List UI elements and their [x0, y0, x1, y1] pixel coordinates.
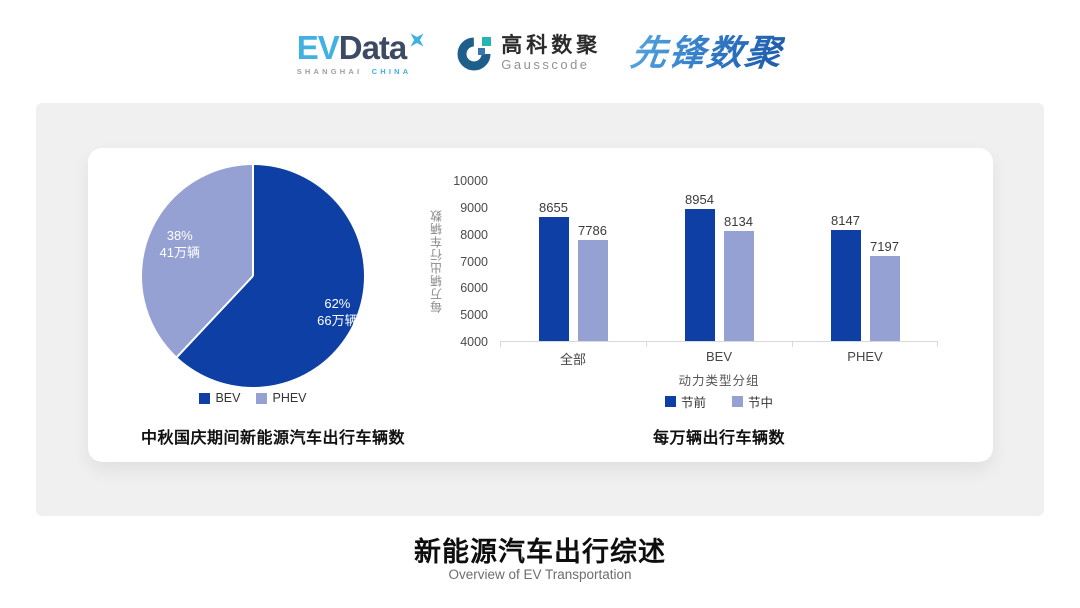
legend-label: 节前: [680, 396, 706, 410]
evdata-sub-china: CHINA: [371, 66, 412, 76]
gausscode-logo: 高科数聚 Gausscode: [457, 34, 601, 72]
bar-category-labels: 全部 BEV PHEV: [500, 349, 938, 368]
pie-chart: 38% 41万辆 62% 66万辆: [142, 165, 364, 387]
y-tick-label: 4000: [460, 335, 488, 349]
y-tick-label: 7000: [460, 254, 488, 269]
pie-bev-pct: 62%: [324, 295, 351, 311]
legend-label: BEV: [215, 391, 241, 405]
bar-value-label: 7786: [578, 223, 607, 239]
pie-label-phev: 38% 41万辆: [160, 228, 200, 262]
bar: 8134: [723, 214, 754, 341]
bar: 7786: [577, 223, 608, 341]
gray-panel: 38% 41万辆 62% 66万辆 BEV PHEV 中秋国庆期间新能源汽车出行车…: [36, 103, 1044, 516]
pioneer-logo: 先锋数聚: [628, 32, 787, 73]
bar-value-label: 7197: [870, 238, 899, 254]
gausscode-name-cn: 高科数聚: [501, 33, 602, 57]
bar-group: 8655 7786: [500, 181, 646, 341]
evdata-logo: EV Data SHANGHAI CHINA: [297, 31, 428, 76]
axis-tick: [645, 342, 647, 347]
y-tick-label: 10000: [453, 174, 488, 188]
y-tick-label: 5000: [460, 308, 488, 323]
legend-item: BEV: [199, 391, 240, 405]
pie-slice-separator: [252, 165, 254, 276]
pie-phev-value: 41万辆: [159, 244, 200, 260]
axis-tick: [937, 342, 938, 347]
legend-item: 节中: [732, 392, 773, 411]
bar-plot-area: 8655 7786 8954 8134 8147 7197: [500, 181, 938, 347]
legend-swatch: [199, 392, 211, 404]
pie-slice-separator: [176, 275, 254, 358]
legend-label: PHEV: [272, 391, 307, 405]
y-tick-label: 9000: [460, 200, 488, 215]
bar-value-label: 8954: [685, 191, 714, 207]
bar: 8147: [830, 213, 861, 341]
page-title: 新能源汽车出行综述: [414, 537, 666, 567]
bar-value-label: 8147: [831, 213, 860, 229]
y-tick-label: 8000: [460, 227, 488, 242]
legend-item: 节前: [664, 392, 706, 411]
category-label: PHEV: [847, 349, 883, 364]
legend-swatch: [664, 396, 676, 407]
category-label: 全部: [559, 352, 586, 367]
sparkle-icon: [410, 33, 424, 46]
bar-x-axis-label: 动力类型分组: [678, 374, 760, 388]
legend-swatch: [256, 392, 268, 404]
pie-legend: BEV PHEV: [142, 391, 364, 405]
bar-group: 8147 7197: [792, 181, 938, 341]
gausscode-icon: [457, 36, 492, 71]
bar-group: 8954 8134: [646, 181, 792, 341]
category-label: BEV: [705, 349, 732, 364]
bar-value-label: 8134: [724, 213, 753, 229]
bar: 8954: [684, 192, 715, 341]
evdata-sub-shanghai: SHANGHAI: [296, 66, 363, 76]
legend-swatch: [732, 396, 743, 407]
legend-item: PHEV: [256, 391, 307, 405]
pie-bev-value: 66万辆: [317, 312, 358, 328]
y-tick-label: 6000: [460, 281, 488, 296]
evdata-logo-ev: EV: [296, 28, 340, 66]
charts-card: 38% 41万辆 62% 66万辆 BEV PHEV 中秋国庆期间新能源汽车出行车…: [88, 148, 993, 462]
page-subtitle: Overview of EV Transportation: [448, 567, 632, 582]
bar-y-ticks: 10000 9000 8000 7000 6000 5000 4000: [446, 174, 488, 349]
bar: 8655: [538, 200, 569, 341]
axis-tick: [500, 342, 501, 347]
bar-value-label: 8655: [539, 199, 568, 215]
evdata-logo-data: Data: [338, 28, 408, 66]
bar-chart-title: 每万辆出行车辆数: [652, 430, 785, 447]
header: EV Data SHANGHAI CHINA 高科数聚 Gausscode 先锋…: [0, 14, 1080, 92]
legend-label: 节中: [748, 396, 774, 410]
bar-y-axis-label: 每万辆出行车辆数: [429, 209, 444, 314]
pie-label-bev: 62% 66万辆: [317, 296, 357, 330]
bar-legend: 节前 节中: [500, 392, 938, 411]
axis-tick: [792, 342, 793, 347]
gausscode-name-en: Gausscode: [501, 56, 590, 72]
pie-chart-title: 中秋国庆期间新能源汽车出行车辆数: [140, 430, 405, 447]
pie-phev-pct: 38%: [166, 228, 193, 244]
bar: 7197: [869, 239, 900, 341]
